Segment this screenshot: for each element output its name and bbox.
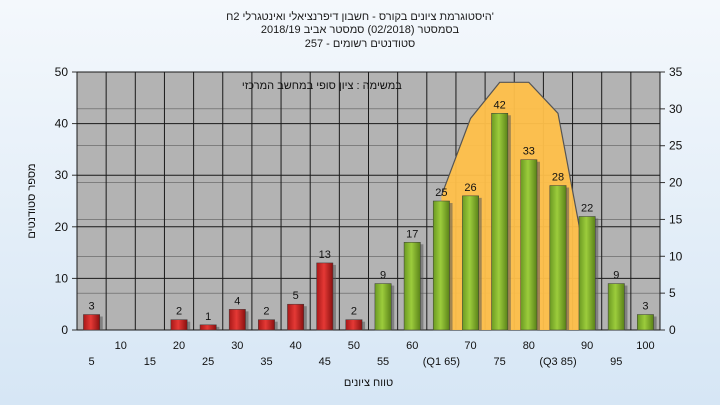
bar-value-label: 2 [263,306,269,318]
x-tick-label: 15 [144,356,156,368]
bar [432,200,450,331]
y-right-tick-label: 15 [669,212,683,226]
bar-value-label: 9 [613,270,619,282]
bar [170,319,188,331]
y-right-tick-label: 0 [669,323,676,337]
y-left-tick-label: 50 [55,65,69,79]
y-left-tick-label: 40 [55,117,69,131]
bar [287,303,305,331]
y-axis-title: מספר סטודנטים [26,163,38,238]
bar-value-label: 1 [205,311,211,323]
x-tick-label: (Q3 85) [539,356,576,368]
bar-value-label: 28 [552,172,564,184]
bar-value-label: 22 [581,202,593,214]
x-tick-label: 60 [406,340,418,352]
x-axis-title: טווח ציונים [344,377,393,389]
bar [374,283,392,331]
bar-value-label: 3 [642,301,648,313]
x-tick-label: 25 [202,356,214,368]
bar-value-label: 26 [464,182,476,194]
y-left-tick-label: 10 [55,271,69,285]
x-tick-label: 90 [581,340,593,352]
bar [637,314,654,331]
y-right-tick-label: 20 [669,176,683,190]
y-right-tick-label: 10 [669,249,683,263]
bar [607,283,625,331]
x-tick-label: 70 [464,340,476,352]
bar-value-label: 5 [293,290,299,302]
y-left-tick-label: 0 [61,323,68,337]
bar-value-label: 42 [494,99,506,111]
x-tick-label: 10 [115,340,127,352]
x-tick-label: 40 [290,340,302,352]
x-tick-label: 95 [610,356,622,368]
bar [258,319,275,331]
bar-value-label: 33 [523,146,535,158]
bar-value-label: 2 [176,306,182,318]
x-tick-label: 55 [377,356,389,368]
bar [491,113,509,331]
y-left-tick-label: 20 [55,220,69,234]
bar [83,314,100,331]
bar [462,195,479,331]
bar [403,242,421,331]
x-tick-label: 45 [319,356,331,368]
bar [549,185,567,331]
bar-value-label: 9 [380,270,386,282]
y-right-tick-label: 30 [669,102,683,116]
chart-annotation: במשימה : ציון סופי במחשב המרכזי [242,80,402,92]
y-left-tick-label: 30 [55,168,69,182]
x-tick-label: 30 [231,340,243,352]
bar [316,262,334,331]
bar-value-label: 13 [319,249,331,261]
bar-value-label: 4 [234,295,240,307]
y-right-tick-label: 25 [669,139,683,153]
x-tick-label: 100 [636,340,654,352]
x-tick-label: (Q1 65) [423,356,460,368]
bar-value-label: 25 [435,187,447,199]
bar [578,216,596,331]
bar [199,324,217,331]
bar-value-label: 3 [89,301,95,313]
y-right-tick-label: 35 [669,65,683,79]
x-tick-label: 35 [260,356,272,368]
x-tick-label: 50 [348,340,360,352]
bar-value-label: 17 [406,228,418,240]
chart-title-line-3: סטודנטים רשומים - 257 [304,38,416,50]
bar-value-label: 2 [351,306,357,318]
chart-title-line-2: בסמסטר (02/2018) סמסטר אביב 2018/19 [260,24,460,36]
x-tick-label: 75 [494,356,506,368]
x-tick-label: 5 [89,356,95,368]
y-right-tick-label: 5 [669,286,676,300]
x-tick-label: 80 [523,340,535,352]
quartile-band-outline [440,81,588,269]
bar [228,309,246,331]
bar [520,159,538,331]
x-tick-label: 20 [173,340,185,352]
chart-title-line-1: 'היסטוגרמת ציונים בקורס - חשבון דיפרנציא… [226,11,494,23]
bar [345,319,363,331]
